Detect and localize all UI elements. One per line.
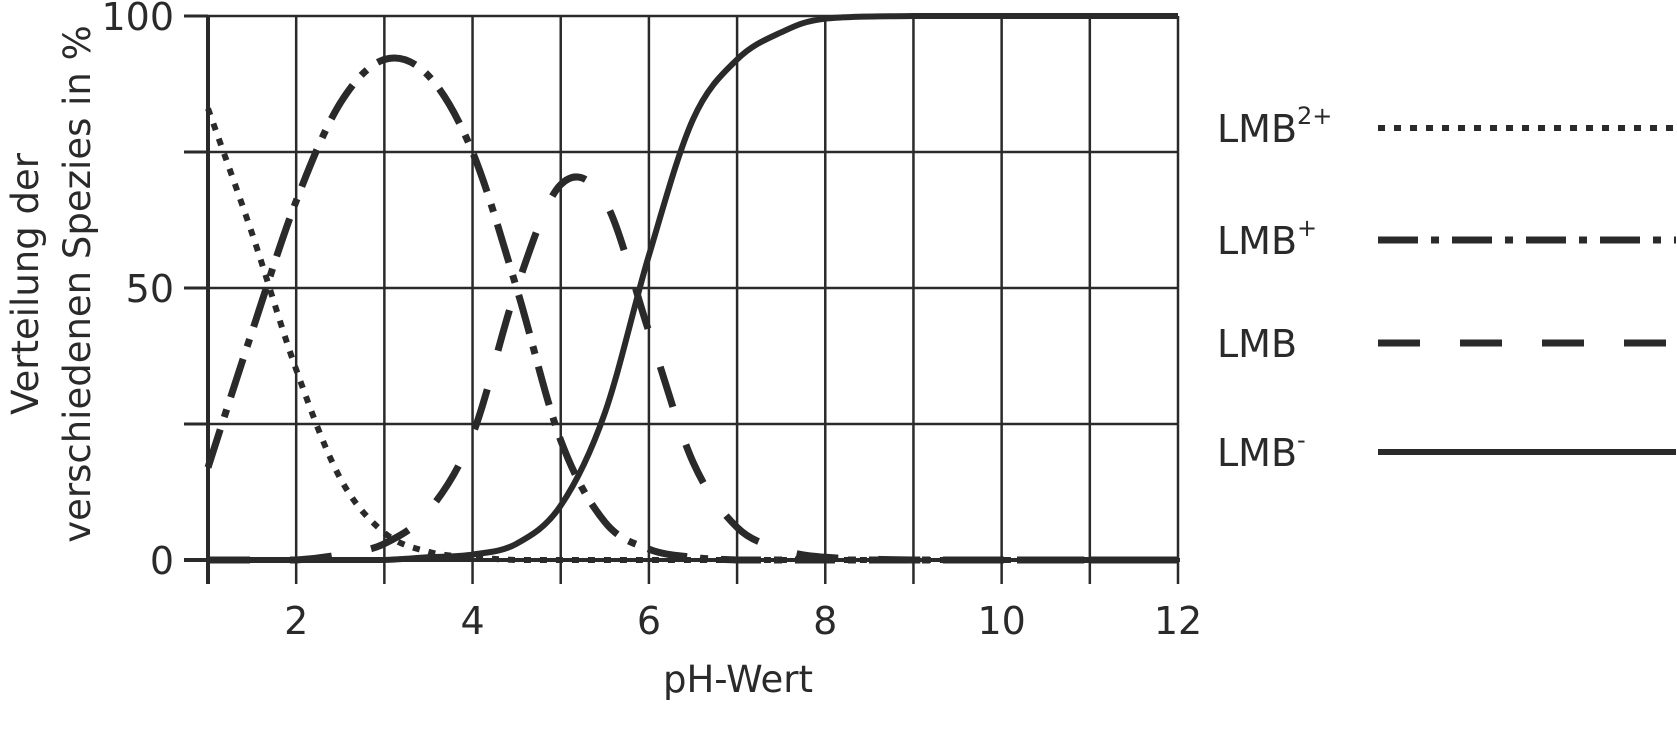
y-tick-label: 100: [101, 0, 174, 39]
legend-label: LMB-: [1217, 426, 1306, 475]
legend-label: LMB+: [1217, 214, 1317, 263]
axes: [184, 14, 1180, 584]
x-tick-label: 10: [977, 599, 1025, 643]
y-tick-label: 50: [126, 267, 174, 311]
series-line-lmb: [208, 173, 1178, 564]
x-axis-title: pH-Wert: [663, 658, 813, 701]
x-tick-label: 4: [460, 599, 484, 643]
series-line-lmbminus: [208, 12, 1178, 563]
legend-item: LMB2+: [1217, 102, 1676, 151]
y-tick-label: 0: [150, 539, 174, 583]
legend: LMB2+ LMB+ LMB LMB-: [1217, 102, 1676, 475]
series-line-lmbplus: [204, 54, 1178, 564]
y-axis-title-line-2: verschiedenen Spezies in %: [56, 25, 99, 543]
grid-lines: [206, 14, 1180, 562]
data-series: [204, 12, 1178, 564]
legend-item: LMB+: [1217, 214, 1676, 263]
y-axis-tick-labels: 0 50 100: [101, 0, 174, 583]
legend-item: LMB-: [1217, 426, 1676, 475]
x-tick-label: 8: [813, 599, 837, 643]
legend-item: LMB: [1217, 322, 1676, 366]
legend-label: LMB2+: [1217, 102, 1332, 151]
x-tick-label: 12: [1154, 599, 1202, 643]
series-line-lmb2plus: [205, 107, 1178, 564]
y-axis-title-line-1: Verteilung der: [4, 152, 47, 415]
legend-label: LMB: [1217, 322, 1297, 366]
y-axis-title: Verteilung der verschiedenen Spezies in …: [4, 25, 99, 543]
x-tick-label: 2: [284, 599, 308, 643]
x-tick-label: 6: [637, 599, 661, 643]
x-axis-tick-labels: 2 4 6 8 10 12: [284, 599, 1202, 643]
